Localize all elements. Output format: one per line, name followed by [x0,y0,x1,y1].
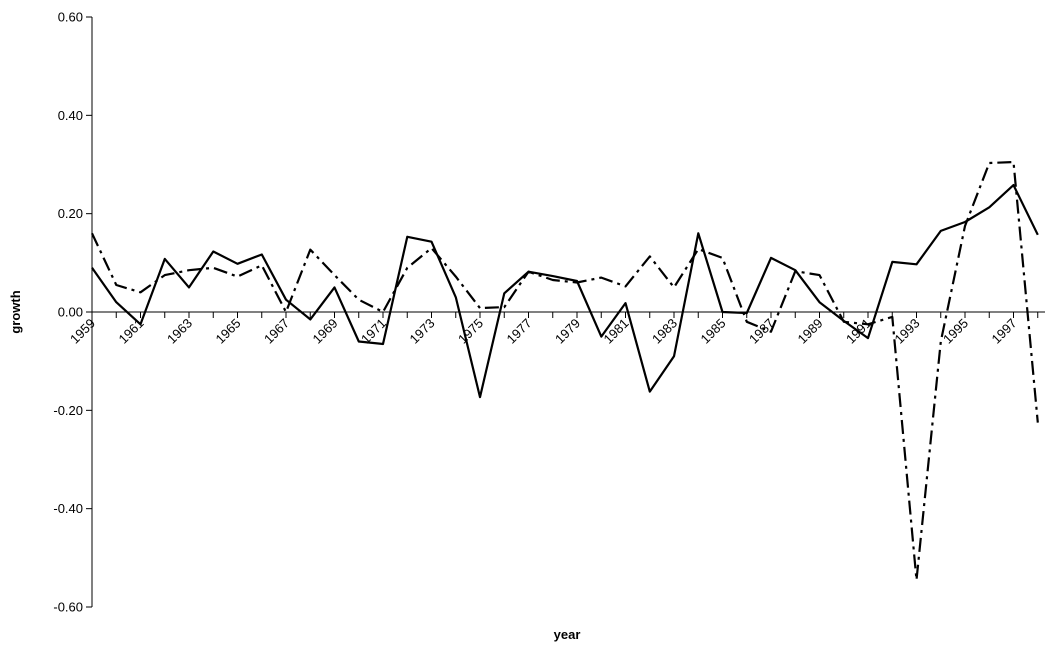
x-tick-label: 1979 [552,316,583,347]
x-tick-label: 1987 [746,316,777,347]
x-tick-label: 1967 [261,316,292,347]
y-tick-label: 0.40 [58,108,83,123]
x-tick-label: 1959 [67,316,98,347]
x-tick-label: 1975 [455,316,486,347]
x-tick-label: 1963 [164,316,195,347]
series-layer [91,160,1039,582]
axes [86,16,1045,608]
x-tick-label: 1997 [989,316,1020,347]
x-axis-title: year [554,627,581,642]
x-tick-label: 1989 [795,316,826,347]
y-tick-label: -0.20 [53,403,83,418]
x-tick-label: 1983 [649,316,680,347]
x-tick-label: 1965 [213,316,244,347]
y-tick-label: 0.20 [58,206,83,221]
x-tick-label: 1985 [698,316,729,347]
x-tick-label: 1993 [892,316,923,347]
x-tick-label: 1977 [504,316,535,347]
x-tick-label: 1995 [940,316,971,347]
series-line-dash-dot [91,160,1039,582]
y-axis-title: growth [8,290,23,333]
series-line-solid [91,184,1039,399]
y-tick-label: 0.00 [58,305,83,320]
y-tick-label: 0.60 [58,10,83,25]
y-tick-label: -0.60 [53,600,83,615]
x-tick-label: 1973 [407,316,438,347]
x-tick-label: 1981 [601,316,632,347]
x-tick-label: 1969 [310,316,341,347]
y-tick-label: -0.40 [53,501,83,516]
